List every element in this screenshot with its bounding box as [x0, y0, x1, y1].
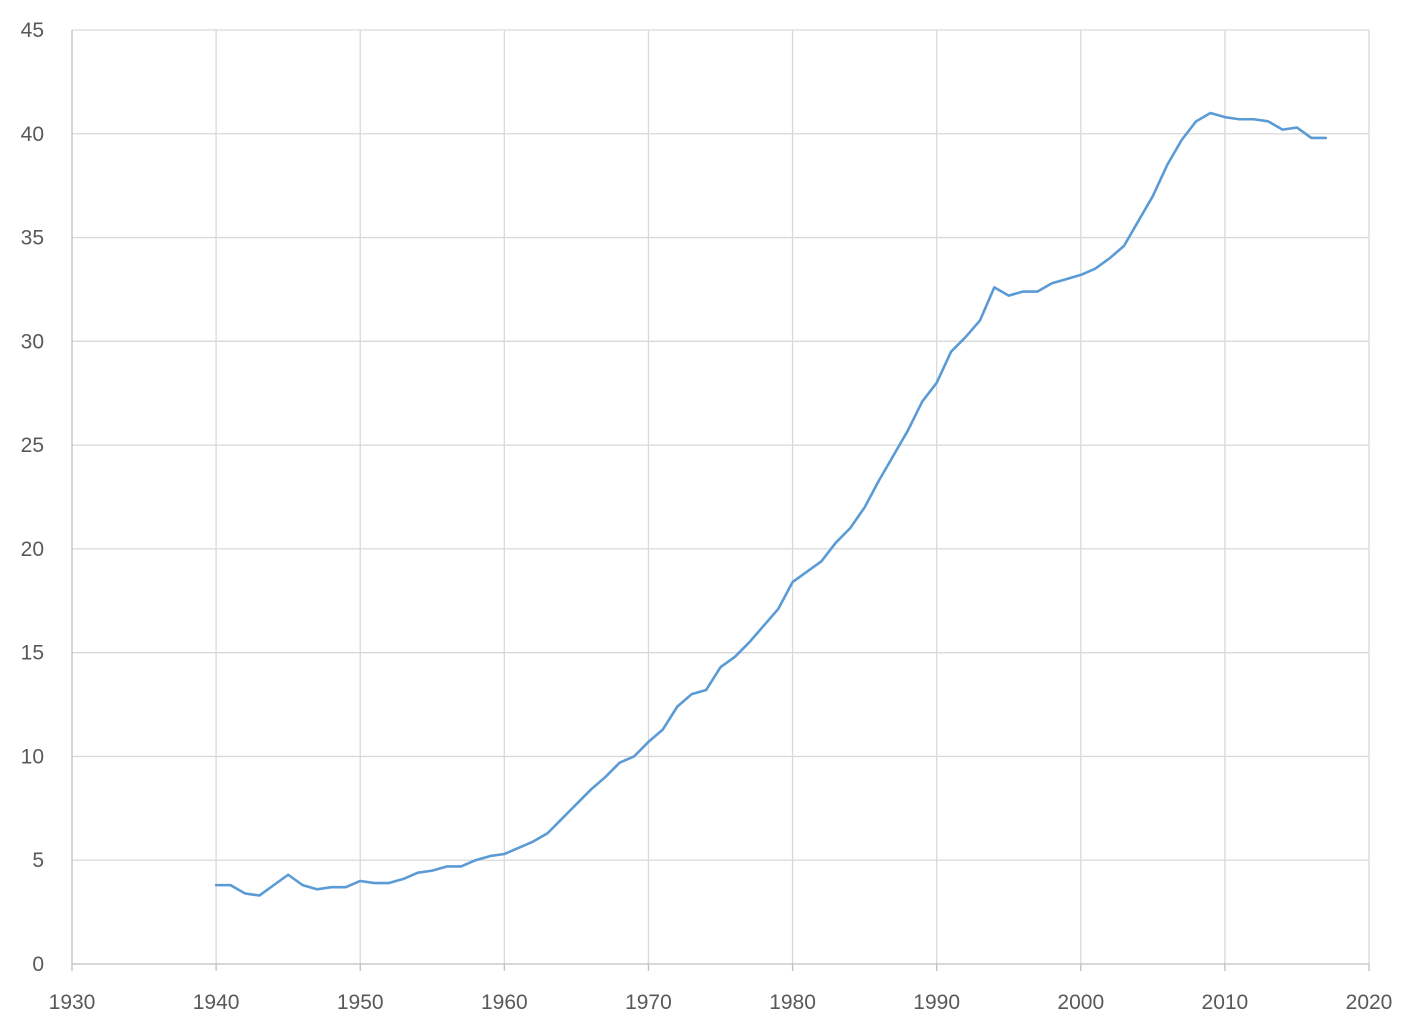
y-tick-label: 0 — [32, 953, 44, 976]
y-tick-label: 30 — [21, 330, 44, 353]
tick-labels: 0 5 10 15 20 25 30 35 40 45 1930 1940 1950 1960 1970 19… — [21, 19, 1393, 1014]
y-tick-label: 25 — [21, 434, 44, 457]
y-tick-label: 20 — [21, 538, 44, 561]
series-layer — [214, 111, 1328, 897]
x-tick-label: 1940 — [193, 991, 240, 1014]
series-line-0 — [214, 111, 1328, 897]
x-tick-label: 2000 — [1057, 991, 1104, 1014]
y-tick-label: 35 — [21, 227, 44, 250]
y-tick-label: 15 — [21, 642, 44, 665]
gridlines — [72, 29, 1370, 964]
x-tick-label: 1990 — [913, 991, 960, 1014]
x-tick-label: 1970 — [625, 991, 672, 1014]
x-tick-label: 1960 — [481, 991, 528, 1014]
y-tick-label: 40 — [21, 123, 44, 146]
y-tick-label: 45 — [21, 19, 44, 42]
axes — [71, 30, 1370, 971]
x-tick-label: 1950 — [337, 991, 384, 1014]
x-tick-label: 1980 — [769, 991, 816, 1014]
x-tick-label: 2020 — [1346, 991, 1393, 1014]
y-tick-label: 10 — [21, 745, 44, 768]
y-tick-label: 5 — [32, 849, 44, 872]
x-tick-label: 1930 — [49, 991, 96, 1014]
x-tick-label: 2010 — [1202, 991, 1249, 1014]
